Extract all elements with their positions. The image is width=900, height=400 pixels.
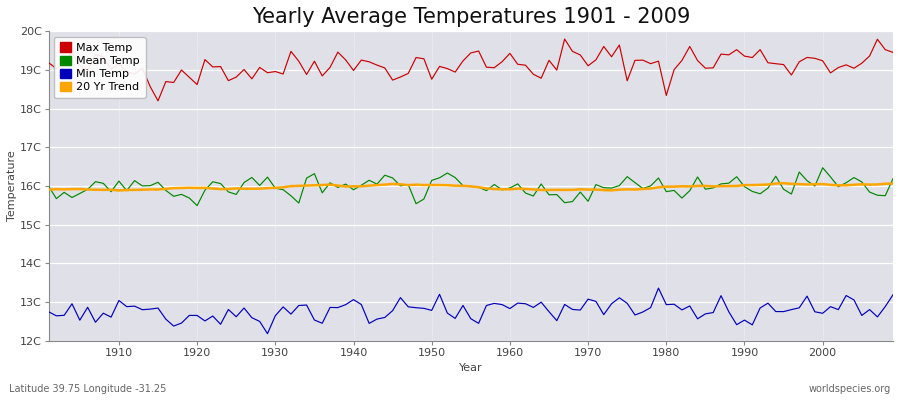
- Y-axis label: Temperature: Temperature: [7, 150, 17, 221]
- X-axis label: Year: Year: [459, 363, 482, 373]
- Title: Yearly Average Temperatures 1901 - 2009: Yearly Average Temperatures 1901 - 2009: [252, 7, 690, 27]
- Legend: Max Temp, Mean Temp, Min Temp, 20 Yr Trend: Max Temp, Mean Temp, Min Temp, 20 Yr Tre…: [54, 37, 146, 98]
- Text: Latitude 39.75 Longitude -31.25: Latitude 39.75 Longitude -31.25: [9, 384, 166, 394]
- Text: worldspecies.org: worldspecies.org: [809, 384, 891, 394]
